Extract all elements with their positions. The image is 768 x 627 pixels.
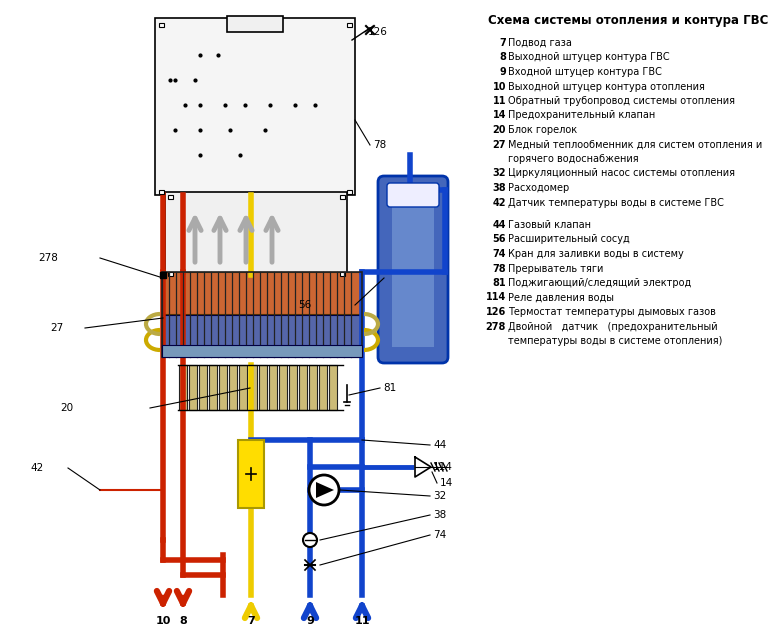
- Text: Входной штуцер контура ГВС: Входной штуцер контура ГВС: [508, 67, 662, 77]
- Text: 42: 42: [30, 463, 43, 473]
- Text: 278: 278: [485, 322, 506, 332]
- Text: Схема системы отопления и контура ГВС: Схема системы отопления и контура ГВС: [488, 14, 768, 27]
- Text: Реле давления воды: Реле давления воды: [508, 293, 614, 302]
- Text: 38: 38: [433, 510, 446, 520]
- Bar: [209, 365, 217, 410]
- Text: 44: 44: [492, 220, 506, 230]
- Text: Медный теплообменник для систем отопления и: Медный теплообменник для систем отоплени…: [508, 139, 763, 149]
- Text: 56: 56: [298, 300, 311, 310]
- Text: 78: 78: [373, 140, 386, 150]
- Text: Датчик температуры воды в системе ГВС: Датчик температуры воды в системе ГВС: [508, 198, 724, 208]
- Text: 10: 10: [155, 616, 170, 626]
- Text: 38: 38: [492, 183, 506, 193]
- Bar: [238, 440, 264, 508]
- Text: Расходомер: Расходомер: [508, 183, 569, 193]
- Bar: [168, 195, 173, 199]
- Text: температуры воды в системе отопления): температуры воды в системе отопления): [508, 336, 723, 346]
- Bar: [179, 365, 187, 410]
- Text: 114: 114: [433, 462, 453, 472]
- Text: 74: 74: [492, 249, 506, 259]
- Text: 7: 7: [499, 38, 506, 48]
- Text: Обратный трубопровод системы отопления: Обратный трубопровод системы отопления: [508, 96, 735, 106]
- Text: 44: 44: [433, 440, 446, 450]
- Text: Кран для заливки воды в систему: Кран для заливки воды в систему: [508, 249, 684, 259]
- Bar: [392, 207, 434, 347]
- Text: 27: 27: [492, 139, 506, 149]
- Text: Выходной штуцер контура отопления: Выходной штуцер контура отопления: [508, 82, 705, 92]
- Text: 32: 32: [492, 169, 506, 179]
- Text: 10: 10: [492, 82, 506, 92]
- Bar: [259, 365, 267, 410]
- Text: 56: 56: [492, 234, 506, 245]
- Text: 42: 42: [492, 198, 506, 208]
- Text: Поджигающий/следящий электрод: Поджигающий/следящий электрод: [508, 278, 691, 288]
- Text: 126: 126: [485, 307, 506, 317]
- Text: 20: 20: [60, 403, 73, 413]
- Text: 9: 9: [499, 67, 506, 77]
- FancyBboxPatch shape: [378, 176, 448, 363]
- Bar: [162, 272, 362, 314]
- Text: 81: 81: [492, 278, 506, 288]
- Text: 27: 27: [50, 323, 63, 333]
- Text: Выходной штуцер контура ГВС: Выходной штуцер контура ГВС: [508, 53, 670, 63]
- Bar: [269, 365, 277, 410]
- Bar: [340, 272, 345, 276]
- Text: Циркуляционный насос системы отопления: Циркуляционный насос системы отопления: [508, 169, 735, 179]
- Bar: [229, 365, 237, 410]
- Bar: [189, 365, 197, 410]
- Bar: [309, 365, 317, 410]
- Polygon shape: [316, 482, 334, 498]
- Bar: [239, 365, 247, 410]
- Bar: [159, 190, 164, 194]
- Bar: [299, 365, 307, 410]
- Text: Прерыватель тяги: Прерыватель тяги: [508, 263, 604, 273]
- Bar: [162, 315, 362, 357]
- Text: Расширительный сосуд: Расширительный сосуд: [508, 234, 630, 245]
- Bar: [162, 272, 362, 357]
- Text: 126: 126: [368, 27, 388, 37]
- Text: 11: 11: [354, 616, 369, 626]
- Polygon shape: [415, 457, 431, 477]
- Text: 78: 78: [492, 263, 506, 273]
- Text: 14: 14: [492, 110, 506, 120]
- Text: 11: 11: [492, 96, 506, 106]
- Text: Подвод газа: Подвод газа: [508, 38, 572, 48]
- Bar: [347, 190, 352, 194]
- Text: 8: 8: [499, 53, 506, 63]
- Text: Предохранительный клапан: Предохранительный клапан: [508, 110, 655, 120]
- Circle shape: [309, 475, 339, 505]
- Bar: [168, 272, 173, 276]
- Text: 14: 14: [440, 478, 453, 488]
- Text: 9: 9: [306, 616, 314, 626]
- Circle shape: [303, 533, 317, 547]
- Text: Газовый клапан: Газовый клапан: [508, 220, 591, 230]
- Text: 278: 278: [38, 253, 58, 263]
- Text: горячего водоснабжения: горячего водоснабжения: [508, 154, 639, 164]
- Text: Термостат температуры дымовых газов: Термостат температуры дымовых газов: [508, 307, 716, 317]
- Bar: [219, 365, 227, 410]
- Bar: [165, 192, 347, 277]
- Text: 81: 81: [383, 383, 396, 393]
- Bar: [340, 195, 345, 199]
- Bar: [347, 23, 352, 27]
- Bar: [319, 365, 327, 410]
- Bar: [329, 365, 337, 410]
- Bar: [199, 365, 207, 410]
- Bar: [289, 365, 297, 410]
- Text: 114: 114: [485, 293, 506, 302]
- Bar: [279, 365, 287, 410]
- Text: 8: 8: [179, 616, 187, 626]
- Text: Блок горелок: Блок горелок: [508, 125, 577, 135]
- Text: 7: 7: [247, 616, 255, 626]
- Text: 20: 20: [492, 125, 506, 135]
- Bar: [162, 345, 362, 357]
- Bar: [249, 365, 257, 410]
- Bar: [227, 16, 283, 32]
- Text: Двойной   датчик   (предохранительный: Двойной датчик (предохранительный: [508, 322, 717, 332]
- Text: 32: 32: [433, 491, 446, 501]
- FancyBboxPatch shape: [387, 183, 439, 207]
- Bar: [155, 18, 355, 195]
- Text: 74: 74: [433, 530, 446, 540]
- Bar: [159, 23, 164, 27]
